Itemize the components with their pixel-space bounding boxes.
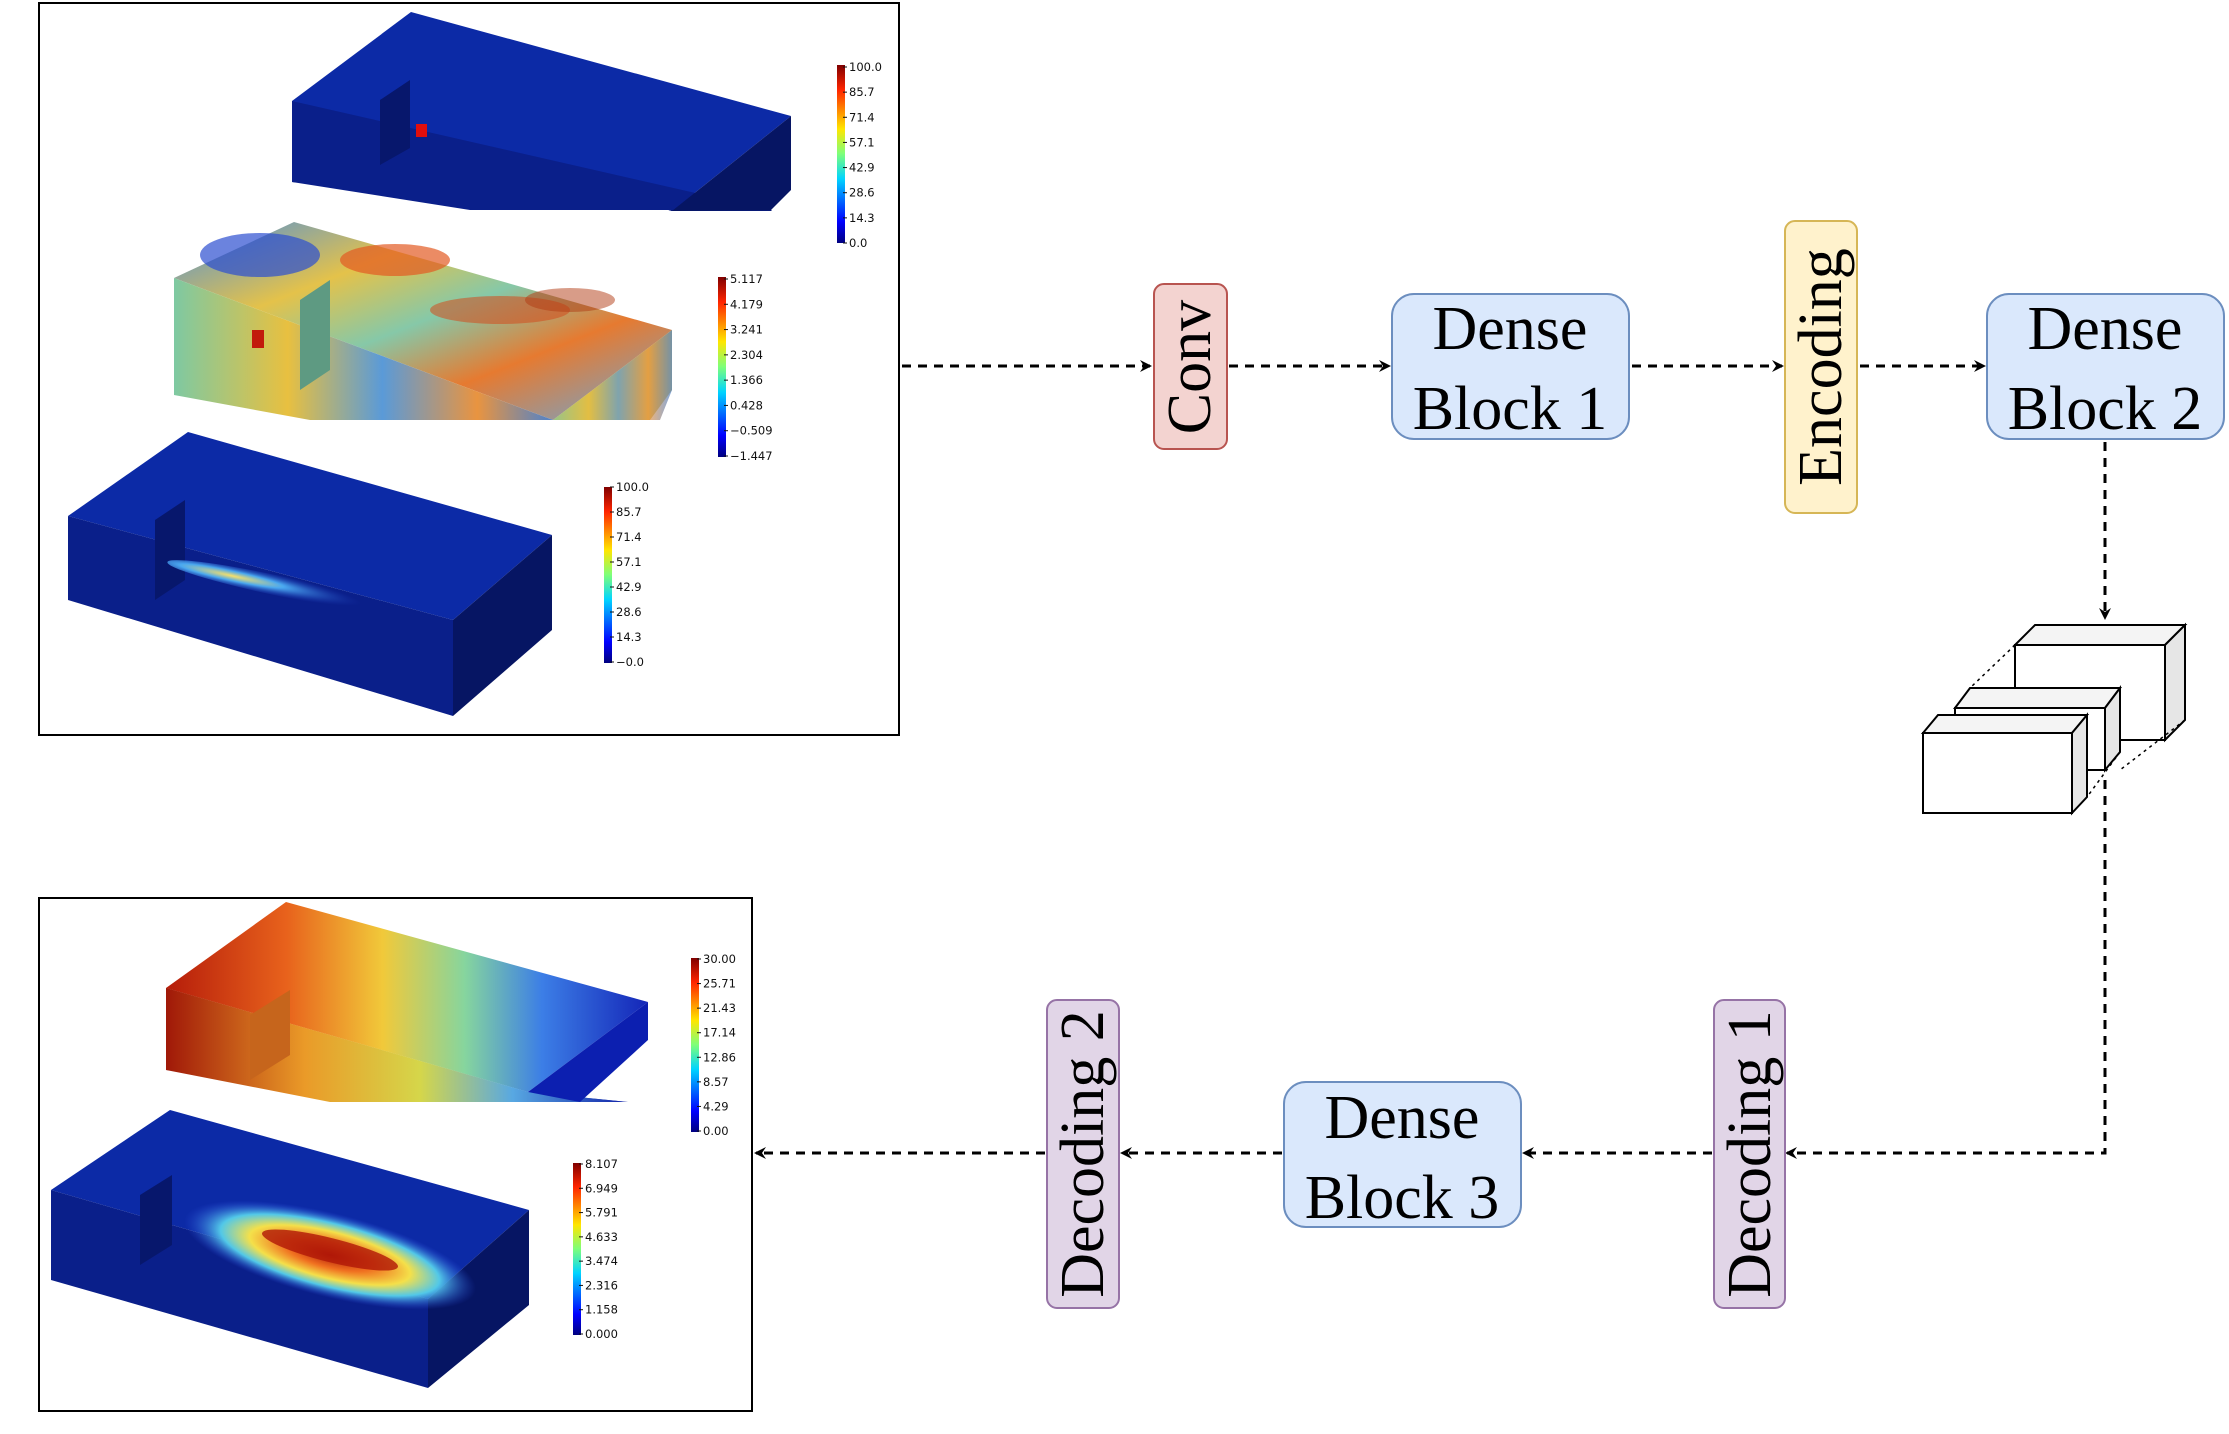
node-conv: Conv — [1153, 283, 1228, 450]
dense-block-1-line1: Dense — [1433, 295, 1588, 363]
input-volume-3 — [68, 432, 552, 716]
colorbar-tick-label: 14.3 — [849, 211, 875, 225]
node-dense-block-2: Dense Block 2 — [1986, 293, 2225, 443]
colorbar-tick-label: 12.86 — [703, 1050, 736, 1064]
node-encoding: Encoding — [1784, 220, 1858, 514]
dense-block-3-line1: Dense — [1325, 1084, 1480, 1152]
input-volume-2 — [174, 222, 672, 420]
colorbar-tick-label: 100.0 — [849, 60, 882, 74]
colorbar-tick-label: 4.179 — [730, 297, 763, 311]
colorbar-tick-label: −0.509 — [730, 424, 773, 438]
colorbar-tick-label: 100.0 — [616, 480, 649, 494]
colorbar-tick-label: 71.4 — [616, 530, 642, 544]
dense-block-2-line2: Block 2 — [2008, 375, 2203, 443]
output-volume-pressure — [166, 902, 648, 1102]
colorbar-tick-label: 0.0 — [849, 236, 867, 250]
colorbar-tick-label: 3.474 — [585, 1254, 618, 1268]
colorbar-tick-label: 1.158 — [585, 1303, 618, 1317]
input-colorbar-2 — [718, 277, 726, 457]
colorbar-tick-label: 4.29 — [703, 1099, 729, 1113]
colorbar-tick-label: 21.43 — [703, 1001, 736, 1015]
colorbar-tick-label: 8.57 — [703, 1075, 729, 1089]
latent-feature-maps — [1920, 622, 2188, 816]
conv-label: Conv — [1156, 300, 1224, 434]
colorbar-tick-label: 14.3 — [616, 630, 642, 644]
node-dense-block-3: Dense Block 3 — [1283, 1081, 1522, 1232]
input-panel: 100.0 85.7 71.4 57.1 42.9 28.6 14.3 0.0 5.117 4.… — [38, 2, 900, 736]
colorbar-tick-label: 0.00 — [703, 1124, 729, 1138]
colorbar-tick-label: 30.00 — [703, 952, 736, 966]
colorbar-tick-label: 2.316 — [585, 1278, 618, 1292]
colorbar-tick-label: 28.6 — [849, 186, 875, 200]
decoding-2-label: Decoding 2 — [1049, 1010, 1117, 1298]
node-decoding-1: Decoding 1 — [1713, 999, 1786, 1309]
colorbar-tick-label: 42.9 — [616, 580, 642, 594]
colorbar-tick-label: 5.117 — [730, 272, 763, 286]
flow-arrows — [754, 360, 2111, 1159]
colorbar-tick-label: 4.633 — [585, 1230, 618, 1244]
colorbar-tick-label: 1.366 — [730, 373, 763, 387]
output-colorbar-2 — [573, 1163, 581, 1335]
colorbar-tick-label: 71.4 — [849, 110, 875, 124]
colorbar-tick-label: 17.14 — [703, 1026, 736, 1040]
colorbar-tick-label: −0.0 — [616, 655, 644, 669]
colorbar-tick-label: 42.9 — [849, 161, 875, 175]
colorbar-tick-label: 25.71 — [703, 977, 736, 991]
dense-block-3-line2: Block 3 — [1305, 1164, 1500, 1232]
colorbar-tick-label: 0.000 — [585, 1327, 618, 1341]
input-colorbar-3 — [604, 487, 612, 663]
colorbar-tick-label: 5.791 — [585, 1206, 618, 1220]
colorbar-tick-label: 85.7 — [616, 505, 642, 519]
colorbar-tick-label: 3.241 — [730, 323, 763, 337]
encoding-label: Encoding — [1787, 248, 1855, 486]
dense-block-1-line2: Block 1 — [1413, 375, 1608, 443]
colorbar-tick-label: 8.107 — [585, 1157, 618, 1171]
colorbar-tick-label: 2.304 — [730, 348, 763, 362]
injection-point — [416, 124, 427, 137]
input-volume-1 — [292, 12, 791, 211]
dense-block-2-line1: Dense — [2028, 295, 2183, 363]
output-colorbar-1 — [691, 958, 699, 1132]
colorbar-tick-label: 85.7 — [849, 85, 875, 99]
arrow-features-to-decoding1 — [1785, 780, 2107, 1159]
colorbar-tick-label: 57.1 — [849, 135, 875, 149]
colorbar-tick-label: 57.1 — [616, 555, 642, 569]
node-dense-block-1: Dense Block 1 — [1391, 293, 1630, 443]
node-decoding-2: Decoding 2 — [1046, 999, 1120, 1309]
colorbar-tick-label: 0.428 — [730, 398, 763, 412]
decoding-1-label: Decoding 1 — [1716, 1010, 1784, 1298]
output-volume-saturation — [51, 1110, 529, 1388]
colorbar-tick-label: −1.447 — [730, 449, 773, 463]
colorbar-tick-label: 28.6 — [616, 605, 642, 619]
input-colorbar-1 — [837, 65, 845, 243]
colorbar-tick-label: 6.949 — [585, 1181, 618, 1195]
output-panel: 30.00 25.71 21.43 17.14 12.86 8.57 4.29 0.00 8.… — [38, 897, 753, 1412]
